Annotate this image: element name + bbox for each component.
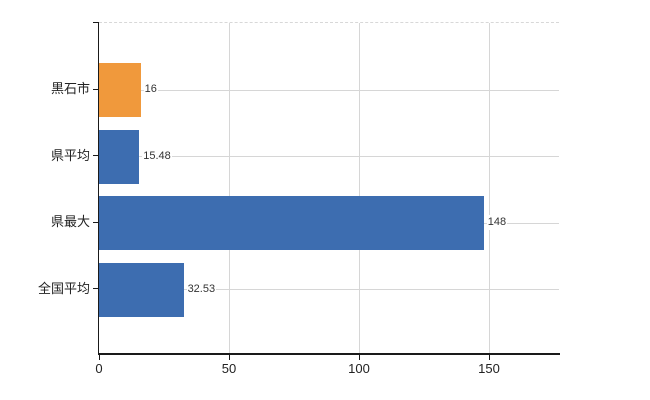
gridline-category-3 bbox=[99, 289, 559, 290]
x-tick-50 bbox=[228, 354, 230, 360]
gridline-x-150 bbox=[488, 23, 490, 354]
y-tick-3 bbox=[92, 288, 98, 289]
gridline-category-1 bbox=[99, 156, 559, 157]
x-axis-line bbox=[97, 353, 560, 355]
x-tick-label-0: 0 bbox=[95, 361, 103, 376]
x-tick-label-50: 50 bbox=[221, 361, 237, 376]
y-tick-0 bbox=[92, 88, 98, 90]
x-tick-label-150: 150 bbox=[478, 361, 500, 376]
x-tick-label-100: 100 bbox=[348, 361, 370, 376]
bar-1 bbox=[99, 129, 140, 184]
x-tick-0 bbox=[98, 354, 100, 360]
value-label-1: 15.48 bbox=[142, 148, 172, 164]
y-tick-2 bbox=[92, 221, 98, 223]
value-label-3: 32.53 bbox=[186, 281, 217, 297]
gridline-category-0 bbox=[99, 89, 559, 91]
y-axis-line bbox=[97, 22, 99, 355]
value-label-0: 16 bbox=[143, 82, 158, 97]
category-label-1: 県平均 bbox=[50, 147, 90, 163]
category-label-3: 全国平均 bbox=[37, 280, 90, 296]
x-tick-150 bbox=[488, 354, 490, 360]
bar-2 bbox=[99, 196, 484, 250]
bar-0 bbox=[99, 63, 141, 117]
value-label-2: 148 bbox=[486, 215, 508, 230]
y-tick-1 bbox=[92, 155, 98, 156]
y-axis-top-tick bbox=[92, 22, 98, 23]
category-label-0: 黒石市 bbox=[50, 81, 90, 96]
category-label-2: 県最大 bbox=[50, 214, 90, 229]
plot-area: 16 15.48 148 32.53 bbox=[99, 22, 559, 354]
gridline-x-100 bbox=[358, 23, 360, 354]
bar-3 bbox=[99, 262, 184, 317]
gridline-x-50 bbox=[228, 23, 230, 354]
x-tick-100 bbox=[358, 354, 360, 360]
